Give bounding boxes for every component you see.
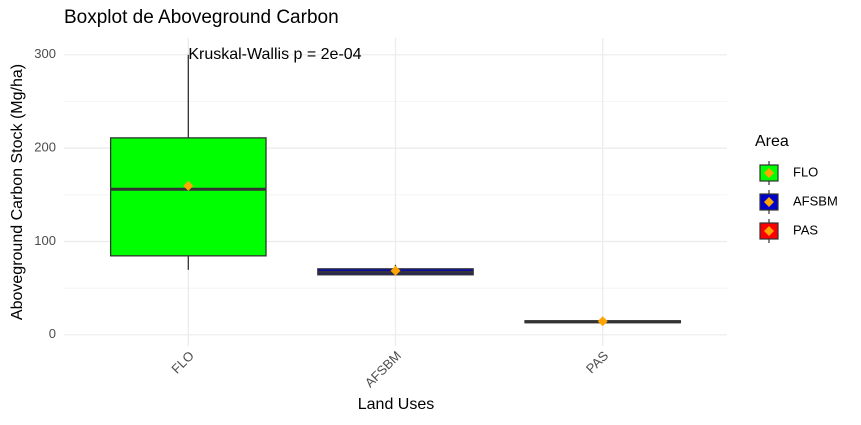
legend-label: FLO [793, 164, 818, 179]
y-tick-label: 300 [34, 46, 56, 61]
x-tick-label: FLO [168, 348, 196, 376]
legend-key-mean [764, 197, 774, 207]
mean-point [390, 265, 401, 276]
mean-point [597, 316, 608, 327]
y-tick-label: 200 [34, 140, 56, 155]
y-tick-label: 0 [49, 326, 56, 341]
legend-key-mean [764, 168, 774, 178]
x-tick-label: PAS [583, 348, 612, 377]
chart-title: Boxplot de Aboveground Carbon [64, 7, 339, 28]
mean-point [183, 180, 194, 191]
annotation: Kruskal-Wallis p = 2e-04 [188, 46, 361, 63]
y-tick-label: 100 [34, 233, 56, 248]
x-axis-title: Land Uses [358, 396, 435, 413]
y-axis-title: Aboveground Carbon Stock (Mg/ha) [9, 64, 26, 320]
legend-label: AFSBM [793, 193, 838, 208]
x-tick-label: AFSBM [362, 348, 404, 390]
box [109, 137, 267, 257]
legend-key-mean [764, 226, 774, 236]
legend-label: PAS [793, 222, 818, 237]
legend-title: Area [755, 133, 789, 150]
